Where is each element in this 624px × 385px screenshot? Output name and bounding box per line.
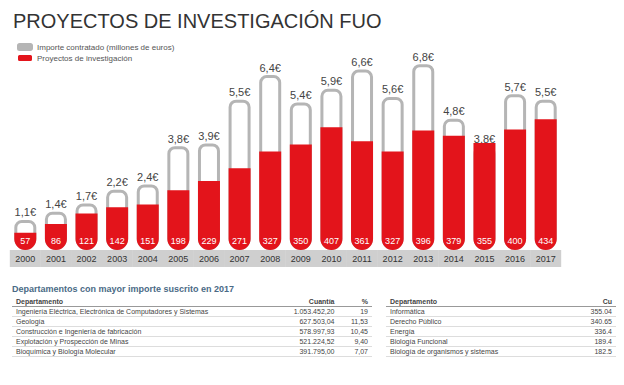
svg-text:5,4€: 5,4€ (290, 89, 311, 101)
svg-text:4,8€: 4,8€ (443, 105, 464, 117)
svg-text:5,9€: 5,9€ (321, 75, 342, 87)
html-text:391.795,00: 391.795,00 (299, 348, 335, 355)
svg-text:5,6€: 5,6€ (382, 83, 403, 95)
html-text:Cuantía: Cuantía (308, 298, 335, 305)
svg-text:379: 379 (446, 236, 461, 246)
svg-text:2005: 2005 (168, 254, 188, 264)
html-text:Derecho Público: Derecho Público (390, 318, 442, 325)
svg-text:1,7€: 1,7€ (76, 190, 97, 202)
svg-text:2015: 2015 (474, 254, 494, 264)
svg-text:400: 400 (508, 236, 523, 246)
svg-text:2016: 2016 (505, 254, 525, 264)
html-text:Departamento: Departamento (16, 298, 64, 305)
html-text:340.65: 340.65 (590, 318, 612, 325)
svg-text:1,4€: 1,4€ (45, 198, 66, 210)
html-text:Geología: Geología (16, 318, 45, 325)
html-text:10,45: 10,45 (350, 328, 368, 335)
svg-text:1,1€: 1,1€ (15, 206, 36, 218)
svg-text:2000: 2000 (15, 254, 35, 264)
svg-text:327: 327 (385, 236, 400, 246)
html-text:19: 19 (360, 308, 368, 315)
svg-text:121: 121 (79, 236, 94, 246)
svg-text:361: 361 (355, 236, 370, 246)
html-text:627.503,04: 627.503,04 (299, 318, 335, 325)
html-text:Biología de organismos y siste: Biología de organismos y sistemas (390, 348, 499, 355)
svg-text:6,8€: 6,8€ (413, 51, 434, 63)
html-text:182.5: 182.5 (594, 348, 612, 355)
svg-text:3,8€: 3,8€ (474, 133, 495, 145)
svg-text:Importe contratado (millones d: Importe contratado (millones de euros) (37, 43, 175, 52)
html-text:Bioquímica y Biología Molecula: Bioquímica y Biología Molecular (16, 348, 116, 355)
svg-text:6,4€: 6,4€ (259, 62, 280, 74)
html-text:521.224,52: 521.224,52 (299, 338, 335, 345)
html-text:578.997,93: 578.997,93 (299, 328, 335, 335)
svg-text:396: 396 (416, 236, 431, 246)
html-text:Ingeniería Eléctrica, Electrón: Ingeniería Eléctrica, Electrónica de Com… (16, 308, 209, 315)
svg-text:2013: 2013 (413, 254, 433, 264)
svg-text:2007: 2007 (230, 254, 250, 264)
html-text:7,07: 7,07 (354, 348, 368, 355)
svg-text:2002: 2002 (77, 254, 97, 264)
svg-text:2001: 2001 (46, 254, 66, 264)
svg-text:2003: 2003 (107, 254, 127, 264)
html-text:189.4: 189.4 (594, 338, 612, 345)
svg-text:2,2€: 2,2€ (106, 176, 127, 188)
svg-text:Proyectos de investigación: Proyectos de investigación (37, 54, 132, 63)
svg-text:198: 198 (171, 236, 186, 246)
svg-text:2010: 2010 (321, 254, 341, 264)
svg-text:2011: 2011 (352, 254, 371, 264)
svg-text:2014: 2014 (444, 254, 464, 264)
html-text:1.053.452,20: 1.053.452,20 (293, 308, 335, 315)
svg-text:229: 229 (201, 236, 216, 246)
svg-text:5,7€: 5,7€ (504, 81, 525, 93)
html-text:Departamentos con mayor import: Departamentos con mayor importe suscrito… (12, 284, 235, 294)
svg-text:PROYECTOS DE INVESTIGACIÓN FUO: PROYECTOS DE INVESTIGACIÓN FUO (13, 10, 382, 32)
html-text:9,40: 9,40 (354, 338, 368, 345)
svg-text:57: 57 (20, 236, 30, 246)
svg-text:2017: 2017 (536, 254, 556, 264)
html-text:355.04: 355.04 (590, 308, 612, 315)
svg-text:434: 434 (538, 236, 553, 246)
svg-text:5,5€: 5,5€ (229, 86, 250, 98)
svg-text:2,4€: 2,4€ (137, 171, 158, 183)
svg-text:327: 327 (263, 236, 278, 246)
svg-text:407: 407 (324, 236, 339, 246)
svg-text:2006: 2006 (199, 254, 219, 264)
svg-text:6,6€: 6,6€ (351, 56, 372, 68)
svg-text:350: 350 (293, 236, 308, 246)
html-text:Energía: Energía (390, 328, 415, 335)
svg-text:2012: 2012 (383, 254, 403, 264)
svg-text:2004: 2004 (138, 254, 158, 264)
html-text:Biología Funcional: Biología Funcional (390, 338, 448, 345)
svg-text:151: 151 (140, 236, 155, 246)
html-text:11,53: 11,53 (351, 318, 368, 325)
svg-text:2009: 2009 (291, 254, 311, 264)
svg-text:3,8€: 3,8€ (168, 133, 189, 145)
svg-text:86: 86 (51, 236, 61, 246)
html-text:Explotación y Prospección de M: Explotación y Prospección de Minas (16, 338, 129, 345)
html-text:Cu: Cu (602, 298, 612, 305)
svg-text:142: 142 (110, 236, 125, 246)
svg-text:2008: 2008 (260, 254, 280, 264)
svg-text:355: 355 (477, 236, 492, 246)
svg-text:3,9€: 3,9€ (198, 130, 219, 142)
svg-text:271: 271 (232, 236, 247, 246)
html-text:Informática: Informática (390, 308, 425, 315)
html-text:336.4: 336.4 (594, 328, 612, 335)
svg-text:5,5€: 5,5€ (535, 86, 556, 98)
html-text:Departamento: Departamento (390, 298, 438, 305)
html-text:Construcción e Ingeniería de f: Construcción e Ingeniería de fabricación (16, 328, 142, 335)
